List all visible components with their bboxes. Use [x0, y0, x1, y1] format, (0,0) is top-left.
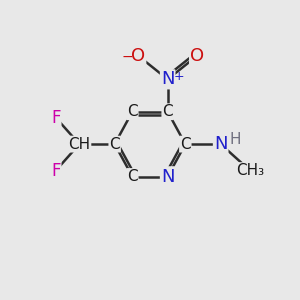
- Text: C: C: [127, 104, 138, 119]
- Text: C: C: [127, 169, 138, 184]
- Text: F: F: [51, 109, 61, 127]
- Text: +: +: [173, 70, 184, 83]
- Text: CH₃: CH₃: [236, 163, 264, 178]
- Text: C: C: [162, 104, 173, 119]
- Text: O: O: [190, 47, 204, 65]
- Text: −: −: [121, 50, 133, 64]
- Text: N: N: [161, 167, 174, 185]
- Text: H: H: [229, 132, 241, 147]
- Text: N: N: [214, 135, 227, 153]
- Text: C: C: [110, 136, 120, 152]
- Text: N: N: [161, 167, 174, 185]
- Text: N: N: [161, 70, 174, 88]
- Text: O: O: [131, 47, 145, 65]
- Text: C: C: [180, 136, 190, 152]
- Text: CH: CH: [68, 136, 90, 152]
- Text: F: F: [51, 162, 61, 180]
